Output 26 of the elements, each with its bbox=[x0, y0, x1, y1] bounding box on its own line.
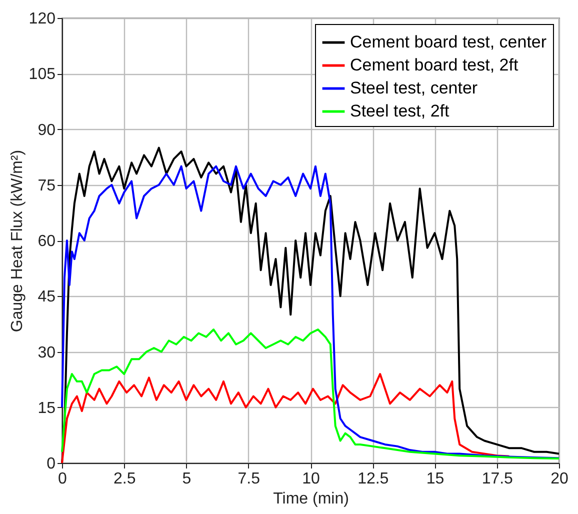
y-axis-title: Gauge Heat Flux (kW/m²) bbox=[8, 150, 26, 332]
x-axis-title: Time (min) bbox=[273, 490, 349, 508]
line-series bbox=[61, 373, 510, 464]
y-tick-label: 90 bbox=[38, 122, 56, 139]
x-tick-label: 10 bbox=[302, 470, 320, 488]
y-tick-label: 60 bbox=[38, 233, 56, 250]
y-tick-label: 120 bbox=[28, 10, 56, 28]
x-tick-label: 2.5 bbox=[114, 470, 136, 488]
line-series bbox=[61, 328, 560, 460]
x-tick-label: 0 bbox=[58, 470, 68, 488]
x-tick-label: 5 bbox=[182, 470, 192, 488]
x-tick-label: 15 bbox=[426, 470, 444, 488]
legend-label: Steel test, 2ft bbox=[350, 102, 450, 120]
y-tick-label: 15 bbox=[38, 400, 56, 417]
y-tick-label: 105 bbox=[28, 66, 56, 84]
legend-label: Steel test, center bbox=[350, 78, 478, 98]
y-tick-label: 45 bbox=[38, 288, 56, 306]
legend-label: Cement board test, 2ft bbox=[350, 56, 518, 74]
x-tick-label: 7.5 bbox=[238, 470, 260, 488]
y-tick-label: 30 bbox=[38, 344, 56, 362]
x-tick-label: 20 bbox=[550, 470, 568, 488]
x-tick-label: 12.5 bbox=[358, 470, 389, 488]
legend-label: Cement board test, center bbox=[350, 32, 547, 52]
y-tick-label: 0 bbox=[46, 456, 56, 472]
x-tick-label: 17.5 bbox=[482, 470, 514, 488]
y-tick-label: 75 bbox=[38, 177, 56, 194]
